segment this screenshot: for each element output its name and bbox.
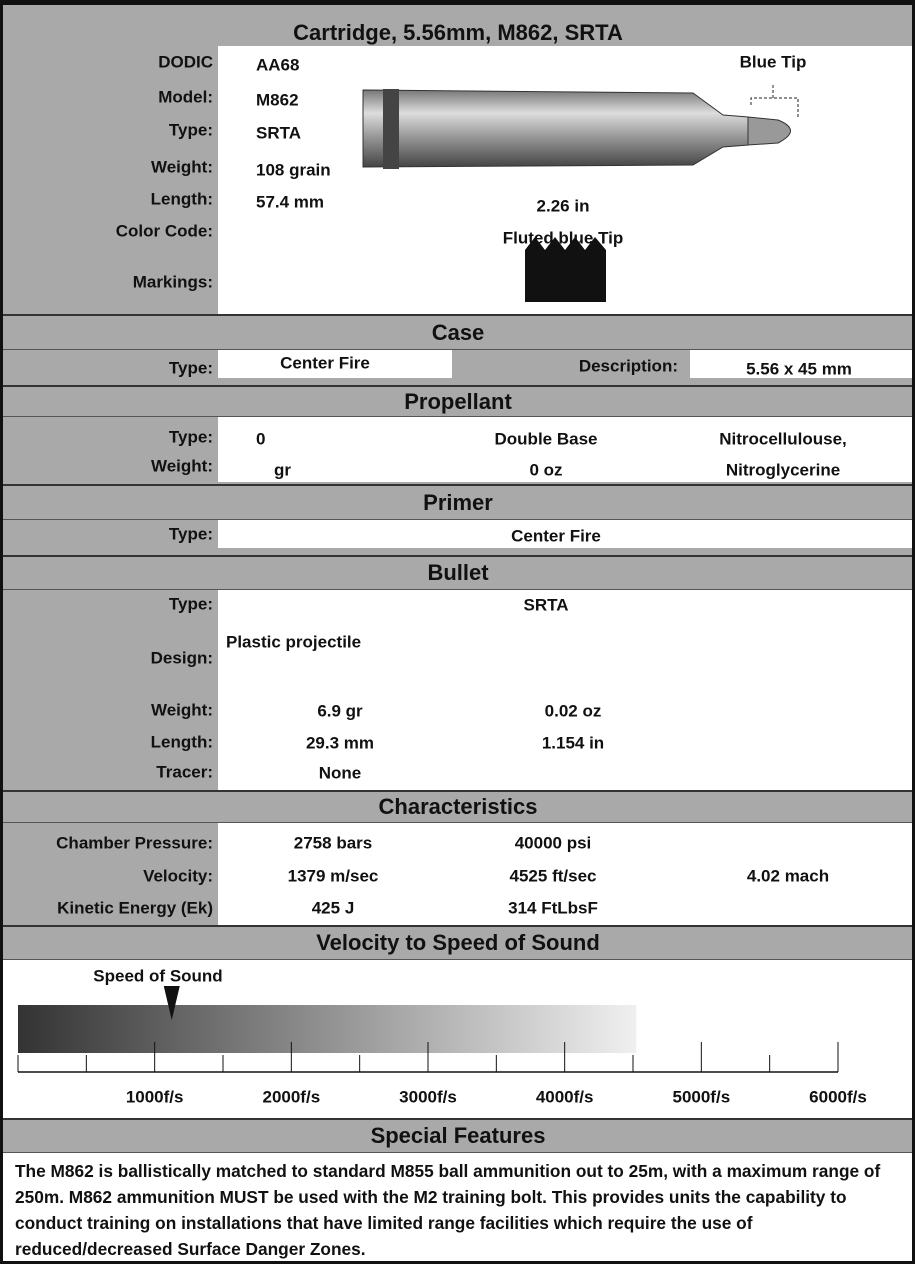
field-value: Nitroglycerine — [725, 460, 841, 480]
section-title: Velocity to Speed of Sound — [316, 930, 600, 955]
field-value: 5.56 x 45 mm — [746, 359, 852, 379]
section-title: Primer — [423, 489, 493, 515]
panel — [218, 348, 452, 378]
field-label: Length: — [150, 732, 213, 752]
field-label: DODIC — [158, 52, 213, 72]
field-value: 2.26 in — [536, 196, 590, 216]
field-label: Color Code: — [115, 221, 213, 241]
marking-icon — [525, 237, 606, 302]
field-label: Tracer: — [156, 762, 213, 782]
x-tick-label: 6000f/s — [809, 1087, 867, 1107]
field-value: 0.02 oz — [544, 701, 602, 721]
special-features-text: The M862 is ballistically matched to sta… — [15, 1161, 881, 1259]
field-value: 40000 psi — [514, 833, 592, 853]
section-header: Special Features — [3, 1118, 912, 1153]
x-tick-label: 5000f/s — [672, 1087, 731, 1107]
field-value: 4525 ft/sec — [509, 866, 597, 886]
x-tick-label: 2000f/s — [262, 1087, 321, 1107]
field-value: AA68 — [256, 55, 300, 75]
field-value: Center Fire — [280, 353, 370, 373]
field-value: Plastic projectile — [226, 632, 362, 652]
field-value: SRTA — [523, 595, 569, 615]
section-title: Characteristics — [378, 794, 538, 819]
field-value: Double Base — [494, 429, 598, 449]
cartridge-image — [362, 85, 799, 169]
panel — [3, 1150, 912, 1261]
section-header: Bullet — [3, 555, 912, 590]
panel — [690, 348, 912, 378]
tip-label: Blue Tip — [739, 52, 807, 72]
field-value: 2758 bars — [293, 833, 373, 853]
field-label: Type: — [168, 427, 213, 447]
section-header: Case — [3, 314, 912, 350]
field-label: Design: — [150, 648, 213, 668]
field-value: 1.154 in — [541, 733, 605, 753]
field-value: 0 — [256, 429, 266, 449]
field-label: Markings: — [132, 272, 213, 292]
field-label: Type: — [168, 358, 213, 378]
field-label: Chamber Pressure: — [56, 833, 213, 853]
section-title: Propellant — [404, 388, 512, 414]
field-label: Weight: — [150, 700, 213, 720]
graphics — [17, 85, 839, 1073]
field-label: Kinetic Energy (Ek) — [57, 898, 213, 918]
x-tick-label: 3000f/s — [399, 1087, 457, 1107]
field-value: 0 oz — [529, 460, 563, 480]
section-header: Characteristics — [3, 790, 912, 823]
field-value: 57.4 mm — [256, 192, 325, 212]
field-label: Length: — [150, 189, 213, 209]
field-value: Nitrocellulouse, — [719, 429, 847, 449]
title: Cartridge, 5.56mm, M862, SRTA — [293, 20, 623, 45]
field-value: 4.02 mach — [746, 866, 830, 886]
panel — [218, 518, 912, 548]
section-header: Propellant — [3, 385, 912, 417]
field-value: 314 FtLbsF — [508, 898, 598, 918]
marker-label: Speed of Sound — [93, 966, 223, 986]
field-label: Weight: — [150, 157, 213, 177]
field-label: Weight: — [150, 456, 213, 476]
section-title: Case — [431, 319, 485, 345]
field-value: 6.9 gr — [317, 701, 363, 721]
field-value: M862 — [256, 90, 299, 110]
panel — [218, 415, 912, 482]
field-label: Type: — [168, 524, 213, 544]
field-label: Velocity: — [143, 866, 213, 886]
field-value: Center Fire — [511, 526, 601, 546]
x-tick-label: 4000f/s — [535, 1087, 594, 1107]
field-label: Model: — [158, 87, 213, 107]
field-value: SRTA — [256, 123, 302, 143]
field-value: Fluted blue Tip — [502, 228, 624, 248]
field-label: Type: — [168, 594, 213, 614]
field-label: Description: — [578, 356, 678, 376]
velocity-bar — [18, 1005, 637, 1053]
field-value: 108 grain — [256, 160, 331, 180]
panel — [218, 588, 912, 790]
section-header: Primer — [3, 484, 912, 520]
speed-of-sound-marker — [163, 986, 180, 1020]
field-value: 29.3 mm — [305, 733, 375, 753]
field-value: None — [318, 763, 362, 783]
section-header: Velocity to Speed of Sound — [3, 925, 912, 960]
field-label: Type: — [168, 120, 213, 140]
field-value: gr — [274, 460, 291, 480]
panel — [218, 821, 912, 925]
field-value: 1379 m/sec — [287, 866, 379, 886]
field-value: 425 J — [311, 898, 355, 918]
section-title: Special Features — [370, 1123, 546, 1148]
x-tick-label: 1000f/s — [125, 1087, 184, 1107]
section-title: Bullet — [427, 560, 489, 585]
